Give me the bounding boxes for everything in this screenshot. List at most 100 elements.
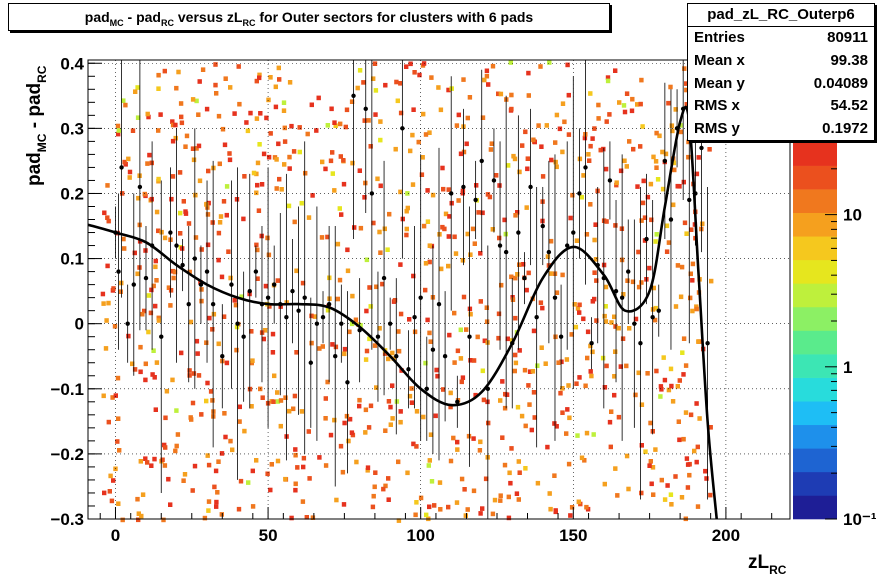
heatmap-cell — [565, 407, 570, 412]
plot-border — [87, 59, 791, 520]
heatmap-cell — [448, 390, 453, 396]
profile-point — [656, 308, 661, 313]
heatmap-cell — [154, 360, 160, 365]
heatmap-cell — [651, 285, 656, 291]
heatmap-cell — [178, 210, 183, 216]
heatmap-cell — [414, 500, 419, 505]
heatmap-cell — [152, 456, 157, 462]
heatmap-cell — [439, 266, 444, 272]
heatmap-cell — [627, 326, 632, 331]
profile-point — [131, 282, 136, 287]
palette-swatch — [793, 142, 837, 166]
heatmap-cell — [666, 100, 671, 106]
profile-point — [577, 191, 582, 196]
heatmap-cell — [683, 410, 689, 415]
heatmap-cell — [199, 287, 204, 292]
heatmap-cell — [275, 458, 281, 464]
heatmap-cell — [289, 123, 294, 129]
x-tick-label: 150 — [559, 526, 587, 545]
heatmap-cell — [378, 183, 383, 189]
heatmap-cell — [421, 111, 426, 117]
heatmap-cell — [194, 338, 200, 344]
heatmap-cell — [101, 393, 106, 399]
heatmap-cell — [293, 487, 298, 493]
heatmap-cell — [572, 302, 577, 307]
heatmap-cell — [199, 298, 204, 304]
profile-point — [699, 145, 704, 151]
heatmap-cell — [256, 208, 262, 213]
heatmap-cell — [548, 271, 553, 276]
heatmap-cell — [659, 387, 664, 392]
heatmap-cell — [396, 348, 402, 354]
heatmap-cell — [584, 232, 590, 237]
heatmap-cell — [309, 102, 314, 108]
heatmap-cell — [496, 311, 502, 317]
heatmap-cell — [193, 235, 199, 240]
heatmap-cell — [690, 261, 696, 267]
heatmap-cell — [409, 400, 415, 405]
heatmap-cell — [368, 144, 373, 149]
heatmap-cell — [474, 183, 479, 188]
heatmap-cell — [499, 282, 504, 288]
heatmap-cell — [582, 458, 587, 463]
heatmap-cell — [216, 257, 221, 263]
heatmap-cell — [291, 149, 297, 154]
heatmap-cell — [470, 226, 476, 232]
profile-point — [296, 308, 301, 313]
heatmap-cell — [126, 333, 131, 339]
heatmap-cell — [446, 87, 451, 93]
x-tick-label: 200 — [712, 526, 740, 545]
heatmap-cell — [182, 472, 188, 477]
heatmap-cell — [506, 494, 511, 500]
heatmap-cell — [612, 314, 617, 320]
heatmap-cell — [262, 328, 268, 333]
heatmap-cell — [602, 313, 607, 319]
heatmap-cell — [554, 164, 559, 170]
heatmap-cell — [574, 238, 580, 243]
heatmap-cell — [113, 393, 118, 398]
heatmap-cell — [133, 89, 138, 94]
heatmap-cell — [602, 481, 607, 487]
heatmap-cell — [398, 262, 403, 267]
heatmap-cell — [275, 390, 280, 395]
heatmap-cell — [292, 393, 298, 399]
axes: 0 50 100 150 200 −0.3 −0.2 −0.1 0 0.1 0.2 0.3 0.4 — [50, 54, 773, 545]
heatmap-cells — [100, 60, 715, 523]
heatmap-cell — [511, 153, 516, 159]
profile-point — [546, 249, 552, 255]
heatmap-cell — [143, 361, 148, 367]
heatmap-cell — [618, 364, 623, 369]
heatmap-cell — [615, 493, 620, 498]
heatmap-cell — [441, 387, 446, 392]
heatmap-cell — [371, 220, 376, 226]
heatmap-cell — [614, 180, 619, 185]
heatmap-cell — [468, 252, 473, 257]
heatmap-cell — [655, 177, 661, 182]
heatmap-cell — [179, 350, 184, 356]
heatmap-cell — [263, 283, 269, 289]
heatmap-cell — [238, 478, 244, 484]
heatmap-cell — [105, 263, 110, 269]
heatmap-cell — [143, 248, 148, 253]
heatmap-cell — [703, 468, 708, 474]
heatmap-cell — [594, 278, 599, 283]
heatmap-cell — [509, 274, 514, 280]
heatmap-cell — [287, 80, 293, 85]
heatmap-cell — [515, 210, 520, 215]
heatmap-cell — [310, 193, 315, 198]
heatmap-cell — [553, 508, 558, 513]
y-tick-label: 0 — [75, 315, 84, 334]
profile-point — [284, 314, 289, 320]
heatmap-cell — [354, 459, 359, 465]
heatmap-cell — [228, 275, 233, 281]
heatmap-cell — [548, 238, 554, 244]
heatmap-cell — [662, 497, 668, 502]
heatmap-cell — [694, 171, 700, 177]
heatmap-cell — [294, 268, 299, 274]
heatmap-cell — [516, 459, 521, 464]
heatmap-cell — [168, 502, 173, 507]
heatmap-cell — [174, 408, 179, 413]
heatmap-cell — [342, 346, 348, 352]
heatmap-cell — [579, 455, 585, 461]
heatmap-cell — [404, 64, 409, 69]
